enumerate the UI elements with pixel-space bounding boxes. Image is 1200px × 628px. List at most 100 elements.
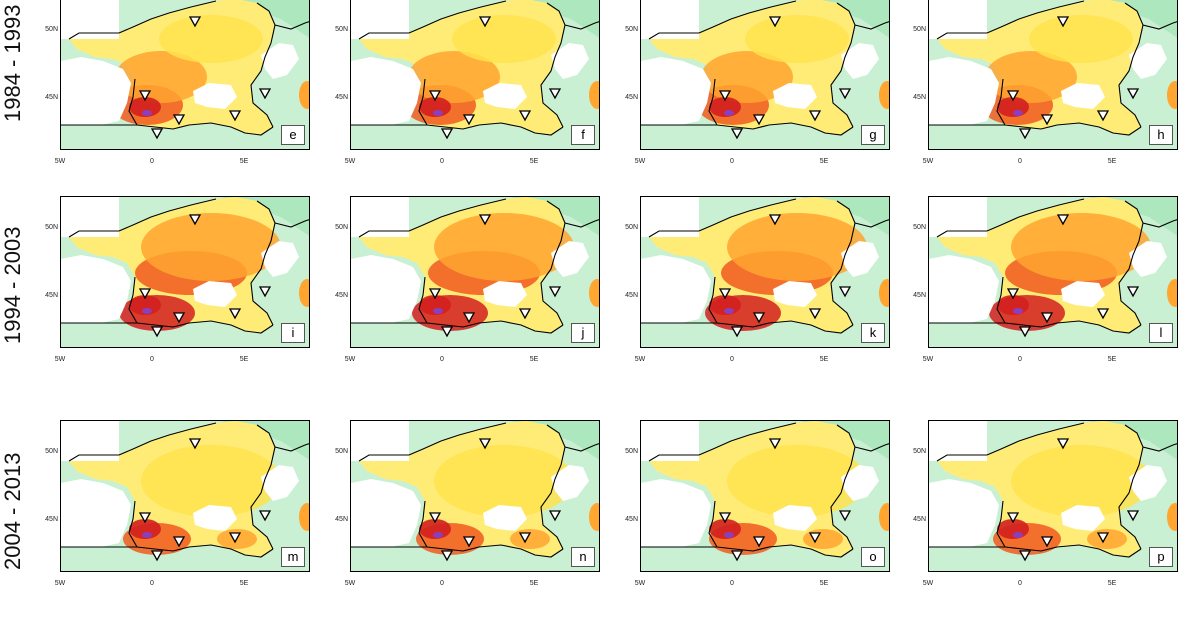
lon-tick-label: 5E [819, 580, 829, 587]
station-marker-icon [752, 536, 766, 548]
lon-tick-label: 5W [54, 356, 66, 363]
station-marker-icon [718, 90, 732, 102]
station-marker-icon [768, 438, 782, 450]
lat-tick-label: 45N [45, 292, 58, 299]
station-marker-icon [518, 532, 532, 544]
map-panel-f: f [350, 0, 600, 150]
station-marker-icon [548, 88, 562, 100]
lat-tick-label: 45N [335, 94, 348, 101]
station-marker-icon [228, 532, 242, 544]
station-marker-icon [428, 90, 442, 102]
lon-tick-label: 5E [239, 158, 249, 165]
lat-tick-label: 50N [45, 26, 58, 33]
station-marker-icon [440, 128, 454, 140]
lon-tick-label: 5E [529, 356, 539, 363]
lon-tick-label: 5W [634, 356, 646, 363]
station-marker-icon [838, 88, 852, 100]
map-field-e [61, 0, 309, 149]
map-panel-h: h [928, 0, 1178, 150]
station-marker-icon [730, 128, 744, 140]
station-marker-icon [440, 550, 454, 562]
station-marker-icon [462, 536, 476, 548]
lat-tick-label: 50N [335, 448, 348, 455]
map-panel-m: m [60, 420, 310, 572]
station-marker-icon [138, 90, 152, 102]
map-field-h [929, 0, 1177, 149]
lat-tick-label: 50N [625, 448, 638, 455]
map-field-m [61, 421, 309, 571]
station-marker-icon [172, 114, 186, 126]
station-marker-icon [718, 512, 732, 524]
panel-letter-f: f [571, 125, 595, 145]
map-panel-o: o [640, 420, 890, 572]
lon-tick-label: 0 [730, 158, 734, 165]
map-panel-g: g [640, 0, 890, 150]
station-marker-icon [258, 286, 272, 298]
map-field-g [641, 0, 889, 149]
station-marker-icon [768, 214, 782, 226]
panel-letter-l: l [1149, 323, 1173, 343]
lon-tick-label: 5E [239, 356, 249, 363]
lat-tick-label: 45N [625, 94, 638, 101]
station-marker-icon [138, 288, 152, 300]
station-marker-icon [808, 110, 822, 122]
station-marker-icon [172, 536, 186, 548]
station-marker-icon [730, 550, 744, 562]
lon-tick-label: 5E [239, 580, 249, 587]
panel-letter-h: h [1149, 125, 1173, 145]
station-marker-icon [188, 214, 202, 226]
station-marker-icon [228, 110, 242, 122]
station-marker-icon [188, 438, 202, 450]
station-marker-icon [1126, 88, 1140, 100]
lon-tick-label: 0 [1018, 580, 1022, 587]
lon-tick-label: 5E [529, 158, 539, 165]
lat-tick-label: 50N [913, 224, 926, 231]
lat-tick-label: 45N [45, 516, 58, 523]
station-marker-icon [752, 312, 766, 324]
station-marker-icon [258, 510, 272, 522]
station-marker-icon [1096, 532, 1110, 544]
station-marker-icon [138, 512, 152, 524]
station-marker-icon [838, 286, 852, 298]
station-marker-icon [150, 326, 164, 338]
row-label-1994-2003: 1994 - 2003 [0, 226, 25, 344]
map-field-n [351, 421, 599, 571]
lat-tick-label: 45N [625, 516, 638, 523]
map-panel-j: j [350, 196, 600, 348]
lon-tick-label: 5E [819, 356, 829, 363]
map-panel-k: k [640, 196, 890, 348]
lat-tick-label: 50N [913, 26, 926, 33]
station-marker-icon [548, 286, 562, 298]
station-marker-icon [1040, 312, 1054, 324]
lat-tick-label: 45N [335, 516, 348, 523]
station-marker-icon [428, 512, 442, 524]
map-panel-e: e [60, 0, 310, 150]
lat-tick-label: 50N [625, 224, 638, 231]
station-marker-icon [150, 550, 164, 562]
map-field-k [641, 197, 889, 347]
lat-tick-label: 45N [913, 94, 926, 101]
station-marker-icon [1096, 110, 1110, 122]
lon-tick-label: 5W [922, 158, 934, 165]
panel-letter-j: j [571, 323, 595, 343]
row-label-2004-2013: 2004 - 2013 [0, 452, 25, 570]
map-panel-i: i [60, 196, 310, 348]
station-marker-icon [808, 532, 822, 544]
station-marker-icon [188, 16, 202, 28]
station-marker-icon [1006, 90, 1020, 102]
station-marker-icon [1126, 510, 1140, 522]
panel-letter-i: i [281, 323, 305, 343]
station-marker-icon [258, 88, 272, 100]
panel-letter-k: k [861, 323, 885, 343]
lon-tick-label: 5W [922, 580, 934, 587]
lon-tick-label: 0 [440, 580, 444, 587]
station-marker-icon [518, 110, 532, 122]
lon-tick-label: 0 [1018, 158, 1022, 165]
panel-letter-m: m [281, 547, 305, 567]
lon-tick-label: 0 [150, 356, 154, 363]
station-marker-icon [172, 312, 186, 324]
lon-tick-label: 5W [344, 580, 356, 587]
lon-tick-label: 5W [344, 158, 356, 165]
lat-tick-label: 45N [335, 292, 348, 299]
panel-letter-e: e [281, 125, 305, 145]
